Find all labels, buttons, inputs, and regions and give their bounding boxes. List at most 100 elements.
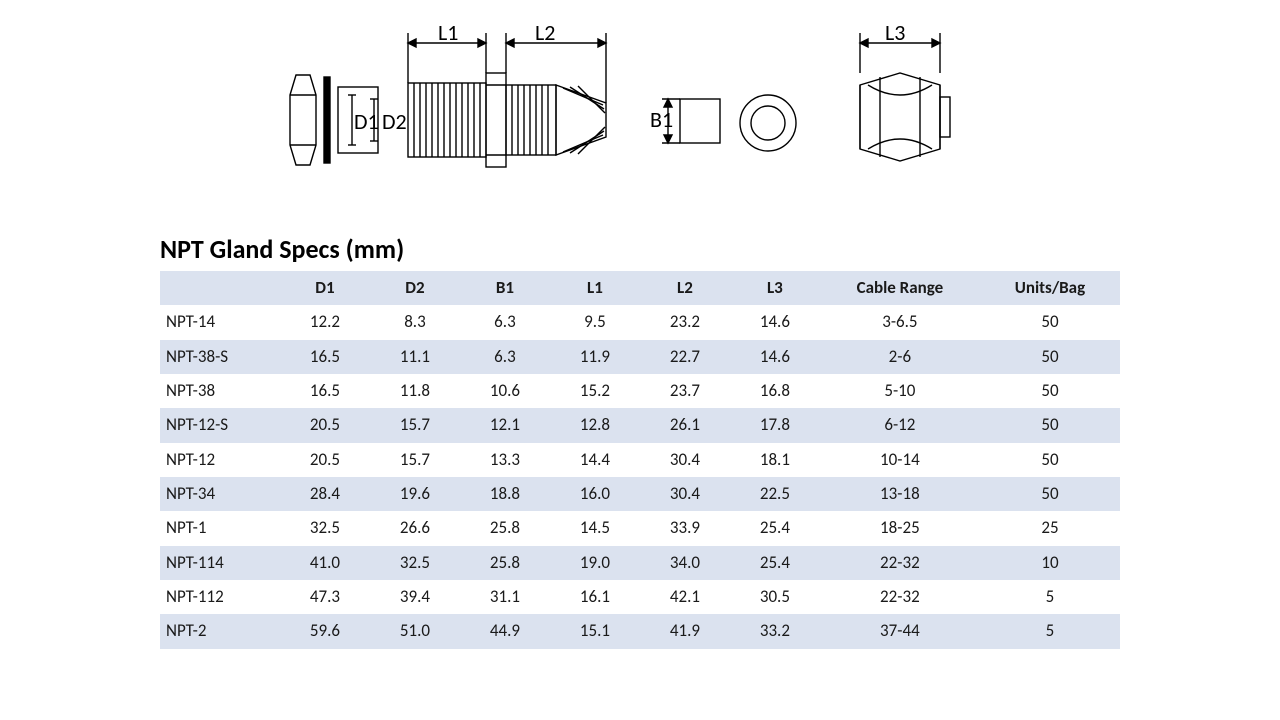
value-cell: 30.4 bbox=[640, 477, 730, 511]
value-cell: 10 bbox=[980, 546, 1120, 580]
value-cell: 2-6 bbox=[820, 340, 980, 374]
specs-table: D1D2B1L1L2L3Cable RangeUnits/Bag NPT-141… bbox=[160, 271, 1120, 649]
table-row: NPT-1412.28.36.39.523.214.63-6.550 bbox=[160, 305, 1120, 339]
table-row: NPT-132.526.625.814.533.925.418-2525 bbox=[160, 511, 1120, 545]
col-header: D2 bbox=[370, 271, 460, 305]
part-number-cell: NPT-2 bbox=[160, 614, 280, 648]
table-row: NPT-38-S16.511.16.311.922.714.62-650 bbox=[160, 340, 1120, 374]
value-cell: 25.4 bbox=[730, 546, 820, 580]
value-cell: 26.1 bbox=[640, 408, 730, 442]
value-cell: 6.3 bbox=[460, 305, 550, 339]
value-cell: 11.1 bbox=[370, 340, 460, 374]
value-cell: 32.5 bbox=[280, 511, 370, 545]
value-cell: 13.3 bbox=[460, 443, 550, 477]
value-cell: 15.2 bbox=[550, 374, 640, 408]
value-cell: 41.9 bbox=[640, 614, 730, 648]
value-cell: 50 bbox=[980, 443, 1120, 477]
value-cell: 6.3 bbox=[460, 340, 550, 374]
value-cell: 25 bbox=[980, 511, 1120, 545]
col-header: D1 bbox=[280, 271, 370, 305]
value-cell: 17.8 bbox=[730, 408, 820, 442]
value-cell: 16.0 bbox=[550, 477, 640, 511]
label-d1: D1 bbox=[354, 108, 379, 135]
value-cell: 59.6 bbox=[280, 614, 370, 648]
value-cell: 33.9 bbox=[640, 511, 730, 545]
table-row: NPT-3816.511.810.615.223.716.85-1050 bbox=[160, 374, 1120, 408]
value-cell: 23.7 bbox=[640, 374, 730, 408]
value-cell: 15.7 bbox=[370, 408, 460, 442]
value-cell: 8.3 bbox=[370, 305, 460, 339]
value-cell: 12.2 bbox=[280, 305, 370, 339]
part-number-cell: NPT-34 bbox=[160, 477, 280, 511]
col-header bbox=[160, 271, 280, 305]
value-cell: 47.3 bbox=[280, 580, 370, 614]
page-title: NPT Gland Specs (mm) bbox=[160, 233, 1120, 265]
value-cell: 34.0 bbox=[640, 546, 730, 580]
value-cell: 32.5 bbox=[370, 546, 460, 580]
part-number-cell: NPT-38-S bbox=[160, 340, 280, 374]
value-cell: 31.1 bbox=[460, 580, 550, 614]
value-cell: 41.0 bbox=[280, 546, 370, 580]
table-row: NPT-11247.339.431.116.142.130.522-325 bbox=[160, 580, 1120, 614]
value-cell: 25.4 bbox=[730, 511, 820, 545]
value-cell: 16.5 bbox=[280, 374, 370, 408]
value-cell: 23.2 bbox=[640, 305, 730, 339]
value-cell: 5 bbox=[980, 580, 1120, 614]
table-row: NPT-3428.419.618.816.030.422.513-1850 bbox=[160, 477, 1120, 511]
value-cell: 14.6 bbox=[730, 305, 820, 339]
value-cell: 20.5 bbox=[280, 443, 370, 477]
value-cell: 16.8 bbox=[730, 374, 820, 408]
value-cell: 39.4 bbox=[370, 580, 460, 614]
value-cell: 19.0 bbox=[550, 546, 640, 580]
col-header: B1 bbox=[460, 271, 550, 305]
value-cell: 42.1 bbox=[640, 580, 730, 614]
table-row: NPT-259.651.044.915.141.933.237-445 bbox=[160, 614, 1120, 648]
value-cell: 3-6.5 bbox=[820, 305, 980, 339]
value-cell: 16.1 bbox=[550, 580, 640, 614]
value-cell: 33.2 bbox=[730, 614, 820, 648]
value-cell: 5-10 bbox=[820, 374, 980, 408]
col-header: L3 bbox=[730, 271, 820, 305]
value-cell: 18.1 bbox=[730, 443, 820, 477]
part-number-cell: NPT-12-S bbox=[160, 408, 280, 442]
value-cell: 10-14 bbox=[820, 443, 980, 477]
label-b1: B1 bbox=[650, 106, 673, 133]
value-cell: 22.7 bbox=[640, 340, 730, 374]
value-cell: 11.8 bbox=[370, 374, 460, 408]
value-cell: 30.4 bbox=[640, 443, 730, 477]
value-cell: 16.5 bbox=[280, 340, 370, 374]
value-cell: 22-32 bbox=[820, 580, 980, 614]
value-cell: 5 bbox=[980, 614, 1120, 648]
value-cell: 15.7 bbox=[370, 443, 460, 477]
table-row: NPT-1220.515.713.314.430.418.110-1450 bbox=[160, 443, 1120, 477]
part-number-cell: NPT-38 bbox=[160, 374, 280, 408]
col-header: L1 bbox=[550, 271, 640, 305]
col-header: Cable Range bbox=[820, 271, 980, 305]
value-cell: 22.5 bbox=[730, 477, 820, 511]
value-cell: 50 bbox=[980, 305, 1120, 339]
value-cell: 50 bbox=[980, 340, 1120, 374]
value-cell: 19.6 bbox=[370, 477, 460, 511]
value-cell: 12.1 bbox=[460, 408, 550, 442]
value-cell: 50 bbox=[980, 374, 1120, 408]
part-number-cell: NPT-1 bbox=[160, 511, 280, 545]
value-cell: 18-25 bbox=[820, 511, 980, 545]
value-cell: 12.8 bbox=[550, 408, 640, 442]
table-row: NPT-11441.032.525.819.034.025.422-3210 bbox=[160, 546, 1120, 580]
value-cell: 37-44 bbox=[820, 614, 980, 648]
table-row: NPT-12-S20.515.712.112.826.117.86-1250 bbox=[160, 408, 1120, 442]
value-cell: 20.5 bbox=[280, 408, 370, 442]
value-cell: 14.6 bbox=[730, 340, 820, 374]
part-number-cell: NPT-14 bbox=[160, 305, 280, 339]
value-cell: 51.0 bbox=[370, 614, 460, 648]
part-number-cell: NPT-112 bbox=[160, 580, 280, 614]
label-l3: L3 bbox=[885, 25, 905, 46]
value-cell: 9.5 bbox=[550, 305, 640, 339]
value-cell: 44.9 bbox=[460, 614, 550, 648]
value-cell: 11.9 bbox=[550, 340, 640, 374]
part-number-cell: NPT-12 bbox=[160, 443, 280, 477]
value-cell: 25.8 bbox=[460, 546, 550, 580]
col-header: Units/Bag bbox=[980, 271, 1120, 305]
value-cell: 50 bbox=[980, 408, 1120, 442]
dimension-diagram: D1 D2 L1 L2 B1 L3 bbox=[0, 0, 1280, 225]
